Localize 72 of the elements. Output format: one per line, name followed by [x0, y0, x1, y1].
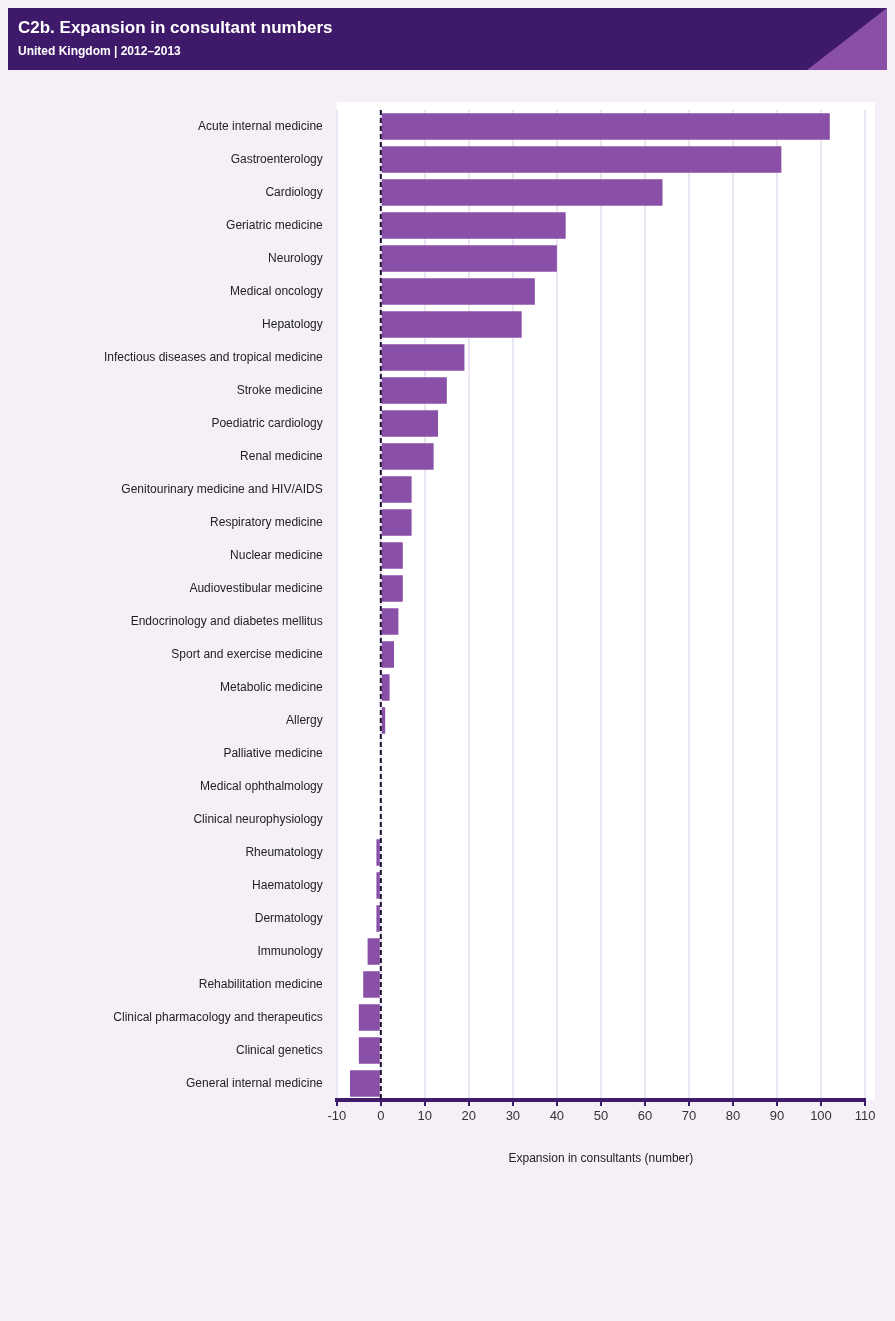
x-tick-label: 40	[549, 1108, 565, 1124]
y-tick-label: Acute internal medicine	[198, 118, 324, 133]
bar	[381, 509, 412, 536]
y-tick-label: Geriatric medicine	[226, 217, 324, 232]
y-tick-label: Palliative medicine	[223, 745, 324, 760]
bar	[381, 146, 782, 173]
y-tick-label: Clinical pharmacology and therapeutics	[113, 1009, 323, 1024]
bar	[381, 311, 522, 338]
y-tick-label: Cardiology	[265, 184, 323, 199]
bar	[381, 113, 830, 140]
bar	[381, 674, 390, 701]
x-tick-label: 10	[417, 1108, 433, 1124]
x-tick-label: 90	[769, 1108, 785, 1124]
y-tick-label: Hepatology	[262, 316, 323, 331]
bar	[381, 179, 663, 206]
y-tick-label: Endocrinology and diabetes mellitus	[130, 613, 323, 628]
x-tick-label: 30	[505, 1108, 521, 1124]
bar	[367, 938, 380, 965]
x-tick-label: 50	[593, 1108, 609, 1124]
bar	[363, 971, 380, 998]
y-tick-label: Immunology	[257, 943, 323, 958]
y-tick-label: Sport and exercise medicine	[171, 646, 324, 661]
y-tick-label: Rehabilitation medicine	[198, 976, 324, 991]
x-tick-label: 60	[637, 1108, 653, 1124]
y-tick-label: Metabolic medicine	[220, 679, 324, 694]
bar	[381, 377, 447, 404]
y-tick-label: Renal medicine	[240, 448, 324, 463]
y-tick-label: Rheumatology	[245, 844, 323, 859]
x-tick-label: -10	[327, 1108, 347, 1124]
y-tick-label: Audiovestibular medicine	[189, 580, 324, 595]
bar	[381, 476, 412, 503]
text: C2b. Expansion in consultant numbers	[18, 18, 333, 38]
y-tick-label: Clinical neurophysiology	[193, 811, 323, 826]
y-tick-label: Genitourinary medicine and HIV/AIDS	[121, 481, 323, 496]
bar	[358, 1037, 380, 1064]
y-tick-label: Dermatology	[254, 910, 323, 925]
y-tick-label: Neurology	[268, 250, 323, 265]
y-tick-label: Infectious diseases and tropical medicine	[103, 349, 324, 364]
bar	[349, 1070, 380, 1097]
bar	[381, 608, 399, 635]
bar	[381, 542, 403, 569]
y-tick-label: Nuclear medicine	[230, 547, 324, 562]
bar	[381, 212, 566, 239]
x-tick-label: 20	[461, 1108, 477, 1124]
bar	[381, 443, 434, 470]
y-tick-label: Haematology	[252, 877, 323, 892]
y-tick-label: Clinical genetics	[236, 1042, 323, 1057]
y-tick-label: Gastroenterology	[230, 151, 323, 166]
bar	[381, 575, 403, 602]
bar	[376, 872, 380, 899]
y-tick-label: Respiratory medicine	[210, 514, 324, 529]
bar	[381, 410, 439, 437]
y-tick-label: Medical ophthalmology	[200, 778, 323, 793]
bar	[381, 641, 395, 668]
bar	[381, 344, 465, 371]
bar	[376, 839, 380, 866]
x-tick-label: 70	[681, 1108, 697, 1124]
x-axis-title: Expansion in consultants (number)	[508, 1151, 694, 1166]
y-tick-label: Allergy	[286, 712, 323, 727]
y-tick-label: Medical oncology	[230, 283, 323, 298]
y-tick-label: General internal medicine	[186, 1075, 324, 1090]
y-tick-label: Stroke medicine	[236, 382, 324, 397]
x-tick-label: 100	[810, 1108, 832, 1124]
bar	[358, 1004, 380, 1031]
bar	[376, 905, 380, 932]
x-tick-label: 80	[725, 1108, 741, 1124]
text: United Kingdom | 2012–2013	[18, 44, 181, 58]
x-tick-label: 110	[854, 1108, 876, 1124]
bar	[381, 245, 557, 272]
y-tick-label: Poediatric cardiology	[211, 415, 323, 430]
bar	[381, 278, 535, 305]
x-tick-label: 0	[377, 1108, 385, 1124]
